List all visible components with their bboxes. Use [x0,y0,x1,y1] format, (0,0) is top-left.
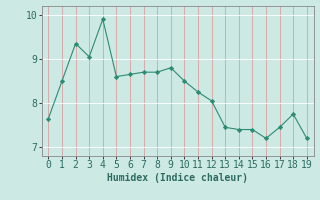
X-axis label: Humidex (Indice chaleur): Humidex (Indice chaleur) [107,173,248,183]
